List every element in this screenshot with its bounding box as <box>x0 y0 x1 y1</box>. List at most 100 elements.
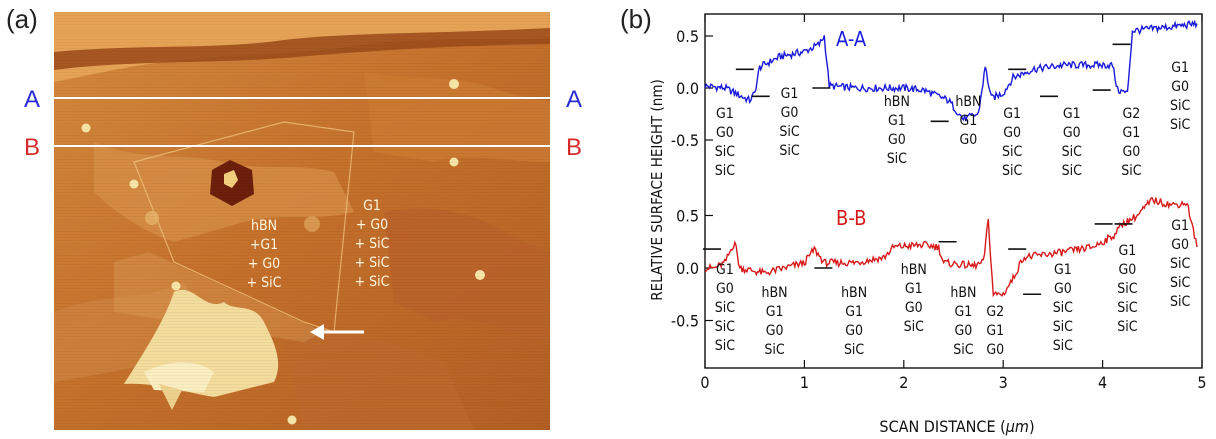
layer-label-b: G0 <box>766 323 784 339</box>
layer-label-b: G1 <box>1119 243 1137 259</box>
g1-stack-line: + G0 <box>356 217 388 233</box>
layer-label-b: G1 <box>1171 218 1189 234</box>
g1-stack-line: + SiC <box>355 274 390 290</box>
layer-label-b: G1 <box>1054 262 1072 278</box>
layer-label-b: G1 <box>986 323 1004 339</box>
layer-label-a: hBN <box>955 94 981 110</box>
x-tick-label: 3 <box>999 373 1008 392</box>
series-b-line <box>704 197 1198 298</box>
layer-label-b: G0 <box>845 323 863 339</box>
layer-label-a: G1 <box>1171 60 1189 76</box>
layer-label-b: G2 <box>986 304 1004 320</box>
layer-label-b: SiC <box>764 342 784 358</box>
y-tick-label-bottom: 0.5 <box>676 207 699 226</box>
layer-label-b: SiC <box>1053 300 1073 316</box>
layer-label-a: SiC <box>1121 163 1141 179</box>
layer-label-b: G0 <box>986 342 1004 358</box>
layer-label-a: G0 <box>888 132 906 148</box>
layer-label-a: G0 <box>1123 144 1141 160</box>
layer-label-a: G1 <box>960 113 978 129</box>
height-profile-chart: 0 1 2 3 4 5 0.5 0.0 -0.5 0.5 0.0 -0.5 G1 G0 SiC SiC G1 G… <box>648 13 1207 436</box>
y-tick-label-bottom: 0.0 <box>676 259 699 278</box>
layer-label-a: SiC <box>1062 144 1082 160</box>
layer-label-a: SiC <box>1062 163 1082 179</box>
panel-a-label: (a) <box>6 4 38 34</box>
layer-label-b: SiC <box>715 338 735 354</box>
layer-label-b: SiC <box>1170 275 1190 291</box>
y-tick-label-top: 0.5 <box>676 27 699 46</box>
layer-label-b: SiC <box>1053 338 1073 354</box>
layer-label-b: G0 <box>1119 262 1137 278</box>
panel-b-label: (b) <box>620 4 652 34</box>
y-tick-label-top: 0.0 <box>676 79 699 98</box>
layer-label-b: SiC <box>715 300 735 316</box>
layer-label-b: SiC <box>1170 256 1190 272</box>
g1-stack-annotation: G1 + G0 + SiC + SiC + SiC <box>355 198 390 290</box>
x-tick-label: 1 <box>800 373 809 392</box>
layer-label-a: SiC <box>1170 98 1190 114</box>
layer-label-b: G1 <box>905 281 923 297</box>
layer-label-b: hBN <box>762 285 788 301</box>
layer-label-a: G1 <box>716 106 734 122</box>
layer-label-b: SiC <box>1117 319 1137 335</box>
layer-label-b: SiC <box>1053 319 1073 335</box>
layer-label-b: SiC <box>1170 294 1190 310</box>
layer-label-b: SiC <box>715 319 735 335</box>
layer-label-b: SiC <box>844 342 864 358</box>
hbn-stack-line: + SiC <box>247 275 282 291</box>
hbn-stack-line: + G0 <box>248 256 280 272</box>
layer-label-b: G0 <box>1171 237 1189 253</box>
layer-label-a: G0 <box>1063 125 1081 141</box>
series-a-label: A-A <box>836 27 867 51</box>
layer-label-b: G0 <box>955 323 973 339</box>
layer-label-a: hBN <box>884 94 910 110</box>
g1-stack-line: + SiC <box>355 255 390 271</box>
layer-label-a: G1 <box>781 86 799 102</box>
layer-label-b: G1 <box>766 304 784 320</box>
layer-label-a: SiC <box>1002 144 1022 160</box>
layer-label-b: G0 <box>716 281 734 297</box>
layer-label-a: SiC <box>887 151 907 167</box>
line-b-label-right: B <box>566 134 583 161</box>
layer-label-b: G1 <box>955 304 973 320</box>
layer-label-b: SiC <box>1117 300 1137 316</box>
layer-label-a: G0 <box>960 132 978 148</box>
layer-label-a: G1 <box>1003 106 1021 122</box>
y-tick-label-top: -0.5 <box>671 131 699 150</box>
x-tick-label: 5 <box>1197 373 1206 392</box>
layer-label-b: SiC <box>953 342 973 358</box>
layer-label-b: G1 <box>845 304 863 320</box>
layer-label-b: SiC <box>1117 281 1137 297</box>
layer-label-a: G2 <box>1123 106 1141 122</box>
layer-label-a: SiC <box>1170 117 1190 133</box>
layer-label-a: G0 <box>1171 79 1189 95</box>
plot-frame <box>704 13 1203 369</box>
arrow-icon <box>310 324 324 340</box>
line-a-label-right: A <box>566 86 583 113</box>
layer-label-a: SiC <box>1002 163 1022 179</box>
hbn-stack-annotation: hBN +G1 + G0 + SiC <box>247 218 282 291</box>
x-tick-label: 0 <box>700 373 709 392</box>
layer-label-a: G1 <box>1063 106 1081 122</box>
layer-label-a: G1 <box>1123 125 1141 141</box>
layer-label-b: hBN <box>841 285 867 301</box>
x-tick-label: 2 <box>899 373 908 392</box>
layer-label-a: SiC <box>715 163 735 179</box>
y-tick-label-bottom: -0.5 <box>671 312 699 331</box>
layer-label-a: G0 <box>1003 125 1021 141</box>
y-axis-label: RELATIVE SURFACE HEIGHT (nm) <box>648 79 666 301</box>
layer-label-b: SiC <box>904 319 924 335</box>
layer-label-b: hBN <box>901 262 927 278</box>
layer-label-a: SiC <box>779 124 799 140</box>
x-tick-label: 4 <box>1098 373 1107 392</box>
line-b-label-left: B <box>24 134 41 161</box>
series-a-line <box>704 19 1198 122</box>
series-b-label: B-B <box>836 206 866 230</box>
layer-label-b: G1 <box>716 262 734 278</box>
layer-label-b: G0 <box>1054 281 1072 297</box>
hbn-stack-line: hBN <box>251 218 277 234</box>
hbn-stack-line: +G1 <box>250 237 278 253</box>
afm-topography-image: hBN +G1 + G0 + SiC G1 + G0 + SiC + SiC + SiC <box>54 12 550 430</box>
line-a-label-left: A <box>24 86 41 113</box>
layer-label-a: G1 <box>888 113 906 129</box>
